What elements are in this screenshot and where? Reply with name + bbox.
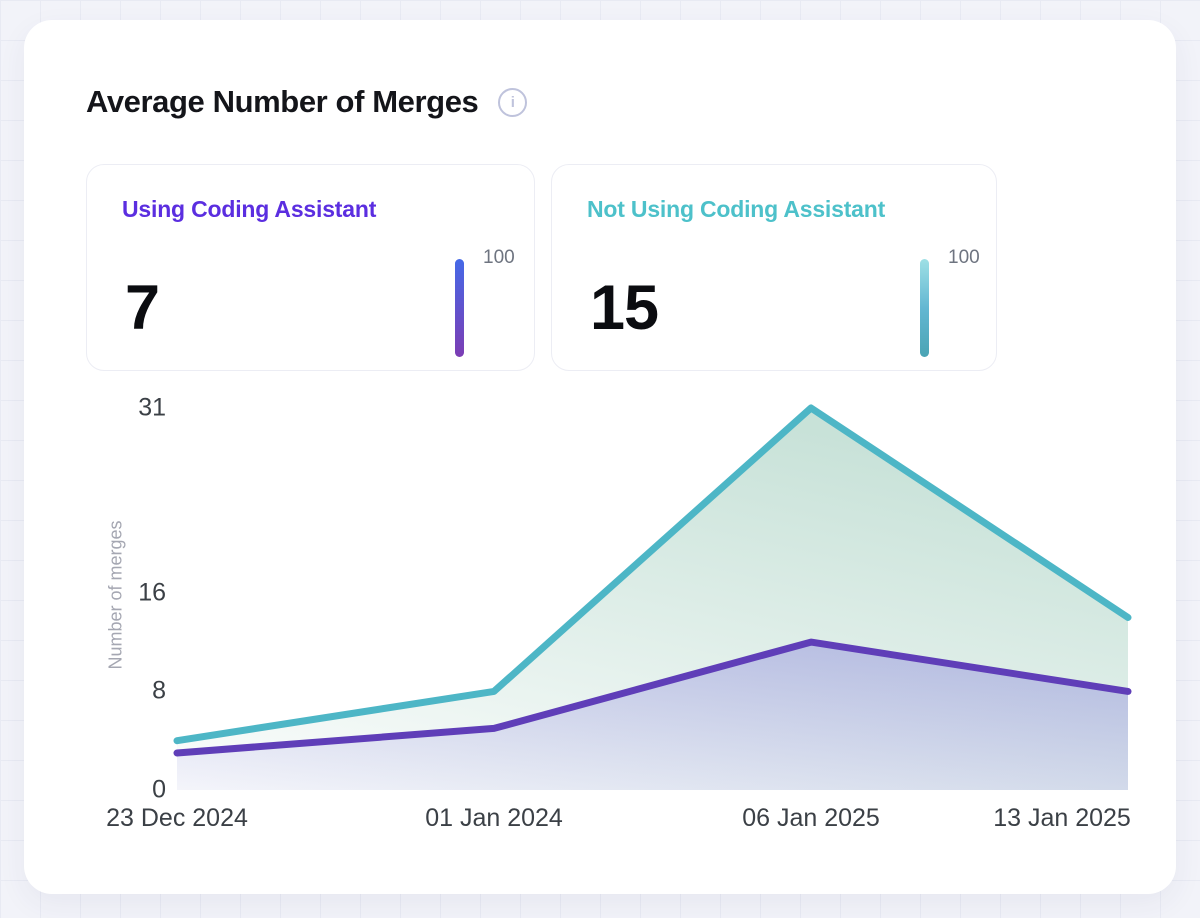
stat-scale-bar: [920, 259, 929, 357]
stat-value: 7: [125, 273, 160, 343]
stat-label: Not Using Coding Assistant: [587, 196, 886, 222]
stat-card-not-using-coding-assistant[interactable]: Not Using Coding Assistant 15 100: [551, 164, 997, 371]
y-tick-label: 16: [138, 578, 166, 607]
stat-card-using-coding-assistant[interactable]: Using Coding Assistant 7 100: [86, 164, 535, 371]
y-tick-label: 8: [152, 676, 166, 705]
merges-area-chart: Number of merges 0 8 16 31 23 Dec 2024 01 Ja…: [24, 390, 1176, 860]
stat-value: 15: [590, 273, 659, 343]
line-1: [173, 404, 1132, 745]
dashboard-card: Average Number of Merges i Using Coding …: [24, 20, 1176, 894]
y-tick-label: 31: [138, 393, 166, 422]
stat-label: Using Coding Assistant: [122, 196, 377, 222]
y-tick-label: 0: [152, 775, 166, 804]
chart-plot[interactable]: [24, 390, 1176, 860]
info-icon[interactable]: i: [498, 87, 528, 117]
area-0: [177, 642, 1128, 790]
x-axis-label: 06 Jan 2025: [742, 804, 880, 832]
x-axis-label: 23 Dec 2024: [106, 804, 248, 832]
card-header: Average Number of Merges i: [86, 84, 528, 120]
stat-scale-max: 100: [948, 247, 980, 268]
line-0: [173, 638, 1132, 757]
stat-scale-bar: [455, 259, 464, 357]
x-axis-label: 13 Jan 2025: [993, 804, 1131, 832]
page-title: Average Number of Merges: [86, 84, 479, 119]
x-axis-label: 01 Jan 2024: [425, 804, 563, 832]
stat-scale-max: 100: [483, 247, 515, 268]
